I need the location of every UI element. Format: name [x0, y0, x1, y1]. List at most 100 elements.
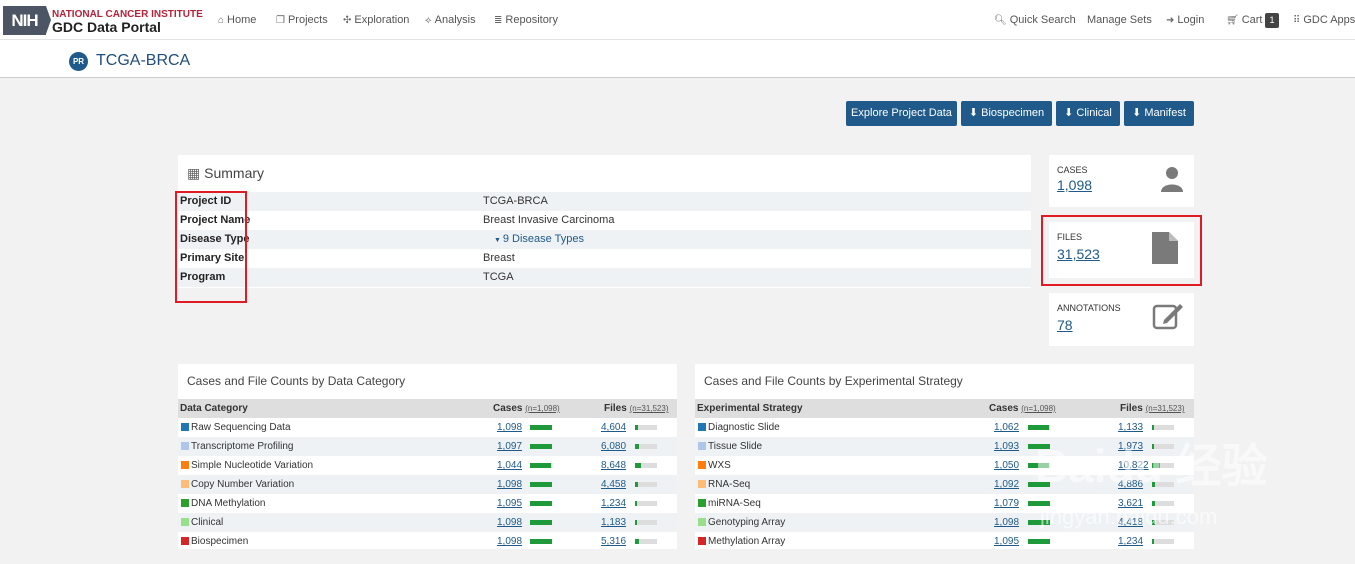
watermark: Baidu 经验 [1035, 440, 1268, 492]
files-count-link[interactable]: 4,458 [601, 479, 627, 490]
legend-swatch [181, 442, 189, 450]
annotations-count-link[interactable]: 78 [1057, 317, 1073, 333]
cases-bar [1028, 539, 1050, 544]
biospecimen-download-button[interactable]: ⬇ Biospecimen [961, 101, 1052, 126]
cart-label: Cart [1241, 14, 1263, 26]
cases-bar [530, 444, 552, 449]
cases-count-link[interactable]: 1,098 [497, 536, 523, 547]
quick-search-label: Quick Search [1009, 14, 1076, 26]
experimental-strategy-title: Cases and File Counts by Experimental St… [704, 374, 963, 388]
files-count-link[interactable]: 31,523 [1057, 246, 1100, 262]
col-cases[interactable]: Cases (n=1,098) [989, 399, 1056, 418]
files-count-link[interactable]: 3,621 [1118, 498, 1144, 509]
nav-repository[interactable]: ≣ Repository [494, 14, 558, 27]
portal-name[interactable]: GDC Data Portal [52, 19, 161, 35]
files-bar-fill [635, 444, 639, 449]
summary-value: TCGA-BRCA [483, 195, 548, 207]
files-bar-fill [635, 425, 638, 430]
clinical-download-button[interactable]: ⬇ Clinical [1056, 101, 1120, 126]
cases-bar-fill [1028, 444, 1050, 449]
category-name: WXS [708, 460, 731, 471]
col-files[interactable]: Files (n=31,523) [1120, 399, 1185, 418]
cases-bar-fill [1028, 482, 1050, 487]
cart-count-badge: 1 [1265, 13, 1279, 28]
table-icon: ▦ [187, 165, 205, 181]
files-count-link[interactable]: 1,234 [601, 498, 627, 509]
col-files-n: (n=31,523) [629, 404, 669, 413]
cases-count-link[interactable]: 1,092 [994, 479, 1020, 490]
cases-count-link[interactable]: 1,098 [994, 517, 1020, 528]
cases-count-link[interactable]: 1,095 [497, 498, 523, 509]
files-count-link[interactable]: 1,973 [1118, 441, 1144, 452]
col-experimental-strategy: Experimental Strategy [697, 403, 803, 414]
nav-analysis[interactable]: ⟡ Analysis [425, 14, 476, 27]
cases-count-link[interactable]: 1,098 [497, 479, 523, 490]
nav-home[interactable]: ⌂ Home [218, 14, 256, 27]
files-bar-fill [635, 539, 639, 544]
category-name: Methylation Array [708, 536, 786, 547]
summary-label: Primary Site [180, 252, 245, 264]
cases-bar [1028, 482, 1050, 487]
files-count-link[interactable]: 1,133 [1118, 422, 1144, 433]
manifest-download-button[interactable]: ⬇ Manifest [1124, 101, 1194, 126]
institute-name[interactable]: NATIONAL CANCER INSTITUTE [52, 9, 203, 20]
files-bar [635, 520, 657, 525]
cases-count-link[interactable]: 1,079 [994, 498, 1020, 509]
files-bar-fill [635, 482, 638, 487]
login-label: Login [1177, 14, 1205, 26]
cases-bar [530, 539, 552, 544]
cases-count-link[interactable]: 1,044 [497, 460, 523, 471]
col-files[interactable]: Files (n=31,523) [604, 399, 669, 418]
files-count-link[interactable]: 10,822 [1118, 460, 1149, 471]
col-cases[interactable]: Cases (n=1,098) [493, 399, 560, 418]
files-bar [1152, 425, 1174, 430]
cases-bar-fill [530, 501, 552, 506]
edit-icon [1152, 304, 1183, 330]
cases-count-link[interactable]: 1,062 [994, 422, 1020, 433]
legend-swatch [698, 537, 706, 545]
legend-swatch [181, 499, 189, 507]
nav-gdc-apps[interactable]: ⠿ GDC Apps [1293, 14, 1355, 27]
table-row: Raw Sequencing Data 1,098 4,604 [178, 418, 677, 437]
nav-quick-search[interactable]: 🔍︎ Quick Search [994, 14, 1076, 27]
cases-count-link[interactable]: 1,098 [497, 422, 523, 433]
cases-bar [1028, 444, 1050, 449]
category-name: Transcriptome Profiling [191, 441, 294, 452]
col-cases-n: (n=1,098) [1021, 404, 1056, 413]
category-name: Copy Number Variation [191, 479, 295, 490]
cases-count-link[interactable]: 1,050 [994, 460, 1020, 471]
nav-cart[interactable]: 🛒︎ Cart 1 [1226, 13, 1279, 28]
nav-projects[interactable]: ❐ Projects [276, 14, 328, 27]
cases-bar-fill [1028, 501, 1050, 506]
files-count-link[interactable]: 1,183 [601, 517, 627, 528]
cases-count-link[interactable]: 1,093 [994, 441, 1020, 452]
cases-count-link[interactable]: 1,095 [994, 536, 1020, 547]
database-icon: ≣ [494, 15, 503, 26]
table-row: WXS 1,050 10,822 [695, 456, 1194, 475]
cases-count-link[interactable]: 1,098 [497, 517, 523, 528]
project-header [0, 40, 1355, 78]
table-row: Diagnostic Slide 1,062 1,133 [695, 418, 1194, 437]
files-count-link[interactable]: 5,316 [601, 536, 627, 547]
summary-labels-highlight [175, 191, 247, 303]
nav-login[interactable]: ➜ Login [1166, 14, 1204, 27]
category-name: Clinical [191, 517, 224, 528]
cases-bar-fill [530, 539, 552, 544]
nih-logo[interactable]: NIH [3, 6, 46, 35]
files-count-link[interactable]: 4,418 [1118, 517, 1144, 528]
files-count-link[interactable]: 4,886 [1118, 479, 1144, 490]
files-count-link[interactable]: 6,080 [601, 441, 627, 452]
explore-project-data-button[interactable]: Explore Project Data [846, 101, 957, 126]
nav-exploration[interactable]: ✣ Exploration [343, 14, 409, 27]
experimental-strategy-header: Experimental Strategy Cases (n=1,098) Fi… [695, 399, 1194, 418]
summary-value: TCGA [483, 271, 514, 283]
cases-count-link[interactable]: 1,097 [497, 441, 523, 452]
download-icon: ⬇ [1132, 107, 1145, 119]
cases-count-link[interactable]: 1,098 [1057, 177, 1093, 193]
data-category-header: Data Category Cases (n=1,098) Files (n=3… [178, 399, 677, 418]
disease-types-toggle[interactable]: ▼ 9 Disease Types [494, 230, 584, 250]
files-count-link[interactable]: 4,604 [601, 422, 627, 433]
nav-manage-sets[interactable]: Manage Sets [1087, 14, 1152, 27]
files-count-link[interactable]: 8,648 [601, 460, 627, 471]
files-count-link[interactable]: 1,234 [1118, 536, 1144, 547]
